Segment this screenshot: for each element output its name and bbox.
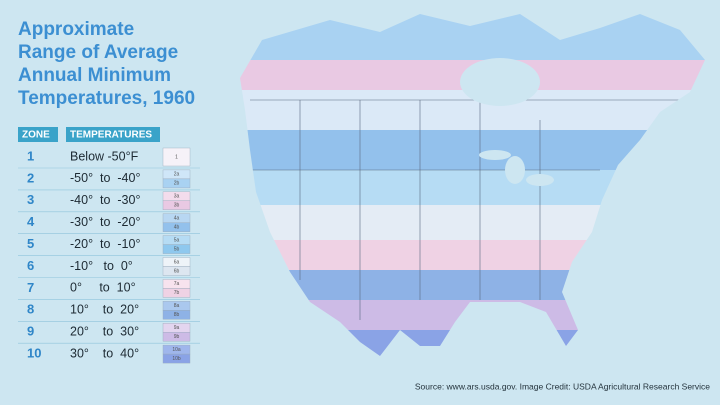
zone-number: 4 xyxy=(27,214,35,229)
zone-number: 8 xyxy=(27,302,34,317)
swatch xyxy=(162,178,191,189)
lake xyxy=(526,174,554,186)
swatch-label: 1 xyxy=(175,154,178,160)
zone-temperature: 10° to 20° xyxy=(70,303,139,317)
zone-number: 2 xyxy=(27,170,34,185)
zone-temperature: 30° to 40° xyxy=(70,346,139,360)
zone-temperature: -50° to -40° xyxy=(70,171,140,185)
header: ZONE xyxy=(22,130,50,141)
swatch-label: 10b xyxy=(172,356,181,362)
hudson-bay xyxy=(460,58,540,106)
swatch-label: 6a xyxy=(174,259,180,265)
swatch-label: 2a xyxy=(174,172,180,178)
swatch xyxy=(162,332,191,342)
zone-temperature: -20° to -10° xyxy=(70,237,140,251)
zone-number: 3 xyxy=(27,192,34,207)
zone-temperature: -40° to -30° xyxy=(70,193,140,207)
swatch-label: 5b xyxy=(174,246,180,252)
swatch xyxy=(162,147,191,167)
swatch-label: 4b xyxy=(174,225,180,231)
zone-number: 10 xyxy=(27,346,41,361)
header-bg xyxy=(66,127,160,142)
swatch-label: 9a xyxy=(174,325,180,331)
swatch-label: 2b xyxy=(174,181,180,187)
swatch-label: 8b xyxy=(174,312,180,318)
zone-number: 7 xyxy=(27,280,34,295)
zone-number: 6 xyxy=(27,258,34,273)
title-line: Annual Minimum xyxy=(18,65,171,86)
zone-temperature: 20° to 30° xyxy=(70,324,139,338)
lake xyxy=(479,150,511,160)
zone-temperature: Below -50°F xyxy=(70,149,139,163)
zone-number: 1 xyxy=(27,148,34,163)
swatch xyxy=(162,288,191,298)
header: TEMPERATURES xyxy=(70,130,152,141)
zone-number: 9 xyxy=(27,324,34,339)
title-line: Temperatures, 1960 xyxy=(18,88,195,109)
swatch xyxy=(162,353,191,364)
swatch-label: 3b xyxy=(174,203,180,209)
lake xyxy=(505,156,525,184)
title-line: Approximate xyxy=(18,19,134,40)
source: Source: www.ars.usda.gov. Image Credit: … xyxy=(415,381,710,391)
swatch-label: 7b xyxy=(174,290,180,296)
swatch-label: 5a xyxy=(174,237,180,243)
swatch-label: 6b xyxy=(174,268,180,274)
swatch-label: 10a xyxy=(172,347,181,353)
zone-temperature: -10° to 0° xyxy=(70,259,133,273)
swatch xyxy=(162,266,191,276)
swatch xyxy=(162,222,191,232)
swatch-label: 3a xyxy=(174,194,180,200)
swatch-label: 4a xyxy=(174,216,180,222)
swatch xyxy=(162,244,191,254)
zone-temperature: -30° to -20° xyxy=(70,215,140,229)
legend: ZONE TEMPERATURES 1 Below -50°F 1 2 -50° to -4… xyxy=(18,127,200,364)
swatch-label: 7a xyxy=(174,281,180,287)
swatch-label: 8a xyxy=(174,303,180,309)
header-bg xyxy=(18,127,58,142)
zone-number: 5 xyxy=(27,236,34,251)
title-line: Range of Average xyxy=(18,42,178,63)
swatch xyxy=(162,200,191,211)
swatch-label: 9b xyxy=(174,334,180,340)
zone-temperature: 0° to 10° xyxy=(70,281,136,295)
swatch xyxy=(162,310,191,320)
map xyxy=(240,14,705,356)
